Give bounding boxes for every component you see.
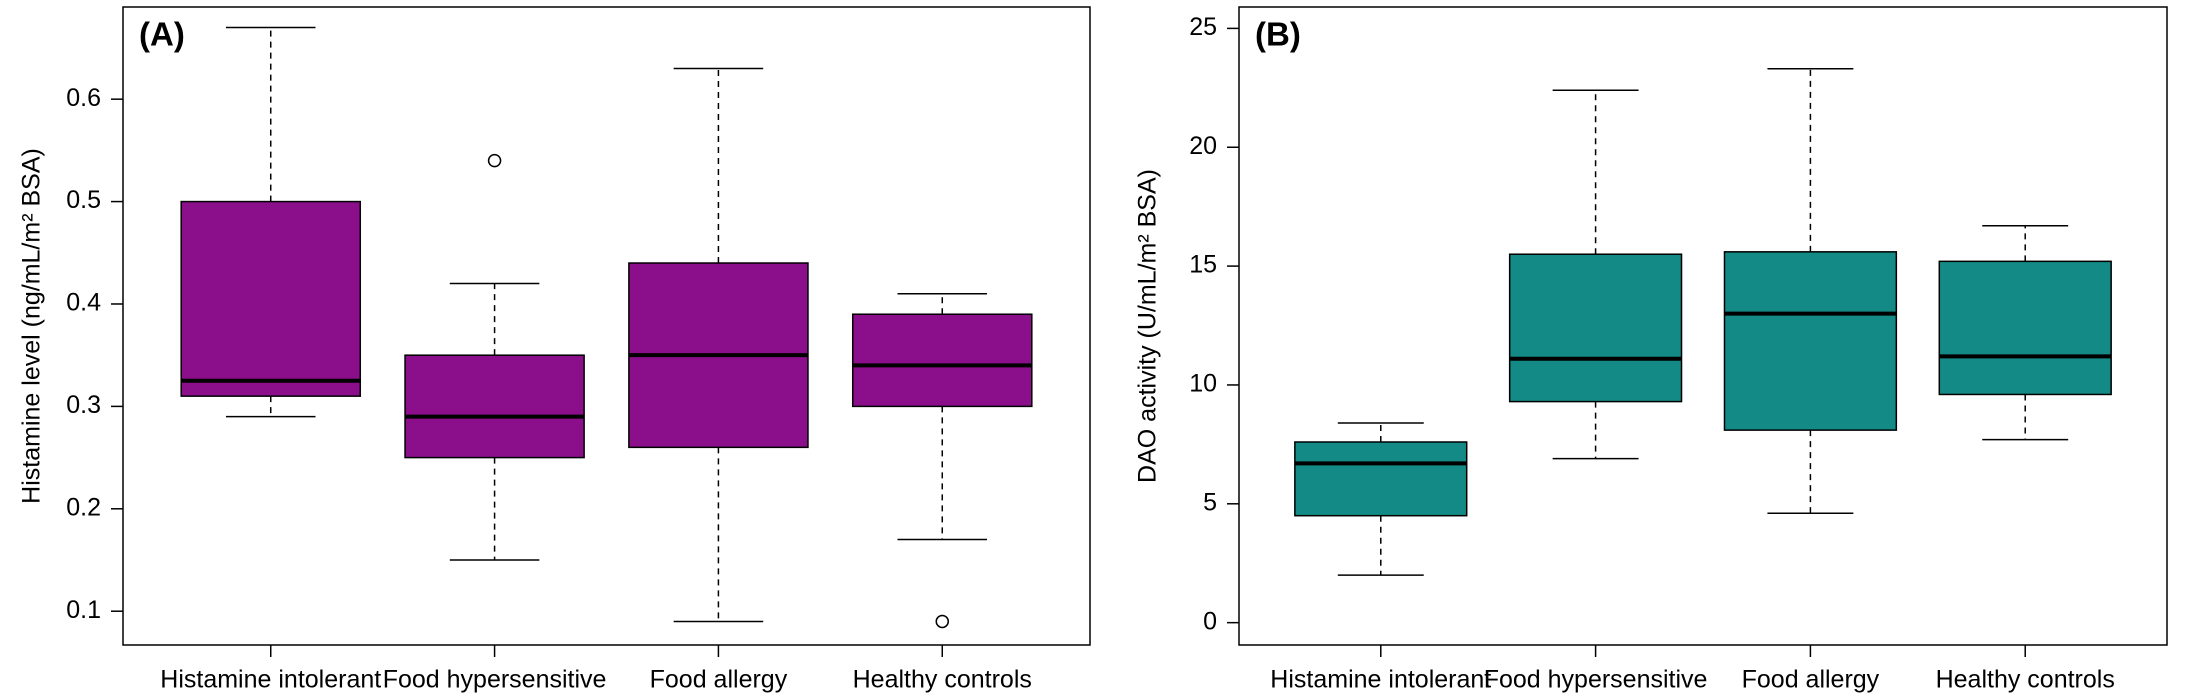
plot-frame xyxy=(1238,6,2168,646)
box xyxy=(404,354,585,459)
y-tick-label: 10 xyxy=(1189,370,1217,398)
y-tick-label: 0.4 xyxy=(66,289,101,317)
plot-frame xyxy=(122,6,1091,646)
y-axis-label: DAO activity (U/mL/m² BSA) xyxy=(1134,169,1162,483)
x-tick-label: Food allergy xyxy=(650,666,788,694)
x-tick-label: Food hypersensitive xyxy=(383,666,607,694)
x-tick-label: Food hypersensitive xyxy=(1484,666,1708,694)
x-tick-label: Food allergy xyxy=(1742,666,1880,694)
y-tick-label: 25 xyxy=(1189,13,1217,41)
box xyxy=(1938,260,2112,396)
x-tick-label: Healthy controls xyxy=(1936,666,2115,694)
y-axis-label: Histamine level (ng/mL/m² BSA) xyxy=(18,148,46,504)
outlier xyxy=(487,153,502,168)
y-tick-label: 20 xyxy=(1189,132,1217,160)
y-tick-label: 15 xyxy=(1189,251,1217,279)
x-tick-label: Histamine intolerant xyxy=(160,666,381,694)
y-tick-label: 0 xyxy=(1203,607,1217,635)
box xyxy=(1294,441,1468,517)
x-tick-label: Histamine intolerant xyxy=(1270,666,1491,694)
y-tick-label: 0.6 xyxy=(66,84,101,112)
y-tick-label: 0.2 xyxy=(66,493,101,521)
outlier xyxy=(935,614,950,629)
panel-title: (A) xyxy=(139,16,185,53)
panel-title: (B) xyxy=(1255,16,1301,53)
box xyxy=(851,313,1033,408)
y-tick-label: 5 xyxy=(1203,488,1217,516)
box xyxy=(1723,251,1898,431)
box xyxy=(180,200,362,397)
box xyxy=(1508,253,1683,403)
y-tick-label: 0.1 xyxy=(66,596,101,624)
y-tick-label: 0.5 xyxy=(66,186,101,214)
y-tick-label: 0.3 xyxy=(66,391,101,419)
x-tick-label: Healthy controls xyxy=(853,666,1032,694)
